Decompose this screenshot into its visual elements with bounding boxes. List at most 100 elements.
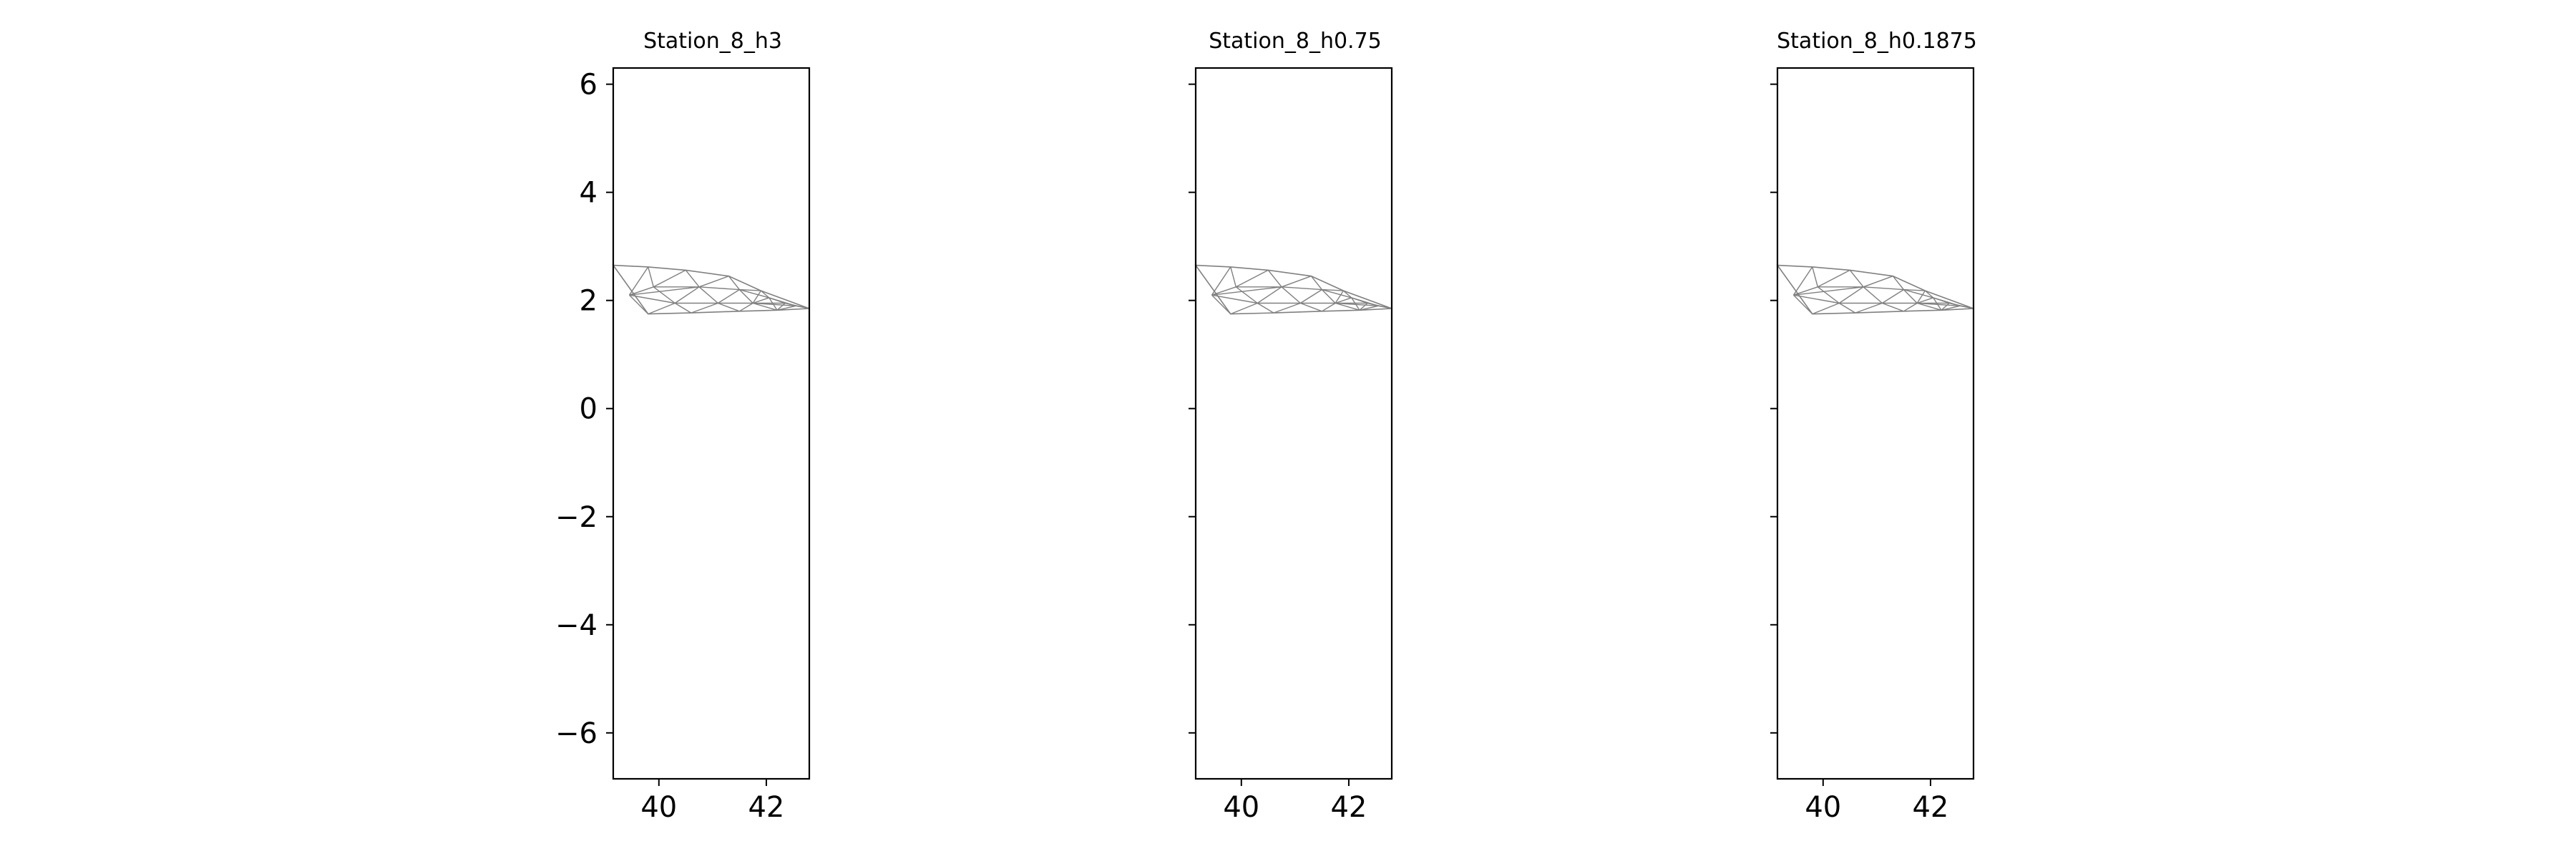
- mesh-edge: [1230, 266, 1236, 287]
- mesh-edge: [1863, 286, 1904, 291]
- mesh-edge: [1849, 269, 1864, 288]
- mesh-edge: [628, 266, 649, 296]
- x-tick-label: 42: [1912, 791, 1948, 824]
- mesh-edge: [718, 289, 740, 304]
- y-tick-label: −6: [555, 717, 597, 750]
- mesh-edge: [1335, 302, 1360, 311]
- mesh-edge: [1838, 302, 1856, 314]
- mesh-edge: [1282, 286, 1322, 291]
- mesh-edge: [739, 288, 769, 299]
- mesh-edge: [718, 302, 740, 312]
- mesh-edge: [699, 286, 740, 291]
- mesh-edge: [1941, 305, 1961, 311]
- mesh-edge: [1335, 290, 1344, 304]
- mesh-edge: [674, 286, 700, 304]
- subplot-2-title: Station_8_h0.75: [1209, 29, 1382, 54]
- mesh-edge: [1300, 302, 1322, 312]
- mesh-edge: [1211, 266, 1231, 296]
- mesh-edge: [1378, 305, 1392, 309]
- mesh-edge: [1917, 302, 1961, 306]
- mesh-edge: [1281, 276, 1312, 288]
- y-tick-label: 2: [580, 285, 597, 318]
- mesh-edge: [648, 302, 675, 315]
- mesh-edge: [653, 286, 675, 304]
- mesh-edge: [1281, 286, 1301, 304]
- mesh-edge: [674, 302, 692, 314]
- mesh-edge: [1793, 294, 1813, 315]
- subplot-1-mesh: [612, 264, 810, 315]
- mesh-edge: [685, 269, 700, 288]
- mesh-edge: [760, 290, 770, 299]
- mesh-edge: [1892, 276, 1904, 291]
- mesh-edge: [738, 289, 753, 304]
- mesh-edge: [1903, 289, 1918, 304]
- mesh-edge: [1310, 276, 1322, 291]
- mesh-edge: [629, 294, 649, 315]
- subplot-3: Station_8_h0.1875 40 42: [1770, 29, 1977, 824]
- mesh-edge: [629, 286, 700, 296]
- x-tick-label: 40: [1805, 791, 1841, 824]
- mesh-edge: [629, 294, 675, 304]
- mesh-edge: [1903, 288, 1933, 299]
- mesh-edge: [753, 302, 796, 306]
- mesh-edge: [648, 266, 654, 287]
- mesh-edge: [728, 276, 740, 291]
- mesh-edge: [1321, 289, 1336, 304]
- mesh-edge: [1235, 286, 1258, 304]
- mesh-edge: [1335, 302, 1379, 306]
- axes-frame: [1776, 67, 1975, 780]
- mesh-edge: [1359, 305, 1379, 311]
- mesh-edge: [1882, 302, 1904, 312]
- y-tick-label: 6: [580, 69, 597, 102]
- mesh-edge: [739, 288, 761, 291]
- mesh-edge: [1903, 302, 1918, 312]
- x-tick-label: 40: [1223, 791, 1259, 824]
- x-tick-label: 42: [1330, 791, 1367, 824]
- mesh-edge: [1359, 302, 1368, 311]
- mesh-edge: [1812, 302, 1840, 315]
- mesh-edge: [1924, 290, 1934, 299]
- mesh-edge: [1903, 288, 1926, 291]
- mesh-edge: [1273, 302, 1301, 314]
- subplot-2-axes: 40 42: [1189, 67, 1393, 824]
- mesh-edge: [1322, 288, 1344, 291]
- mesh-edge: [698, 276, 729, 288]
- mesh-edge: [1235, 269, 1269, 288]
- mesh-edge: [1817, 269, 1850, 288]
- mesh-edge: [1211, 286, 1236, 296]
- mesh-edge: [753, 302, 778, 311]
- mesh-edge: [1793, 286, 1818, 296]
- mesh-edge: [776, 305, 796, 311]
- x-tick-label: 40: [640, 791, 677, 824]
- mesh-edge: [1863, 286, 1883, 304]
- mesh-edge: [698, 286, 718, 304]
- mesh-edge: [1882, 289, 1904, 304]
- mesh-edge: [691, 302, 718, 314]
- axes-frame: [612, 67, 811, 780]
- mesh-edge: [1257, 286, 1282, 304]
- mesh-edge: [1838, 286, 1864, 304]
- mesh-edge: [1941, 302, 1950, 311]
- y-tick-label: −2: [555, 501, 597, 534]
- mesh-edge: [1817, 286, 1840, 304]
- subplot-1-title: Station_8_h3: [643, 29, 782, 54]
- mesh-edge: [1793, 286, 1864, 296]
- mesh-edge: [1211, 294, 1231, 315]
- subplot-3-title: Station_8_h0.1875: [1777, 29, 1977, 54]
- mesh-edge: [1322, 302, 1336, 312]
- y-tick-label: 4: [580, 177, 597, 210]
- mesh-edge: [1300, 289, 1322, 304]
- subplot-2: Station_8_h0.75 40 42: [1189, 29, 1393, 824]
- mesh-edge: [796, 305, 810, 309]
- axes-frame: [1194, 67, 1393, 780]
- mesh-edge: [1322, 288, 1352, 299]
- mesh-edge: [752, 297, 769, 304]
- y-tick-label: 0: [580, 393, 597, 426]
- mesh-edge: [1230, 302, 1258, 315]
- mesh-edge: [629, 286, 654, 296]
- mesh-edge: [1793, 294, 1840, 304]
- mesh-edge: [1916, 290, 1926, 304]
